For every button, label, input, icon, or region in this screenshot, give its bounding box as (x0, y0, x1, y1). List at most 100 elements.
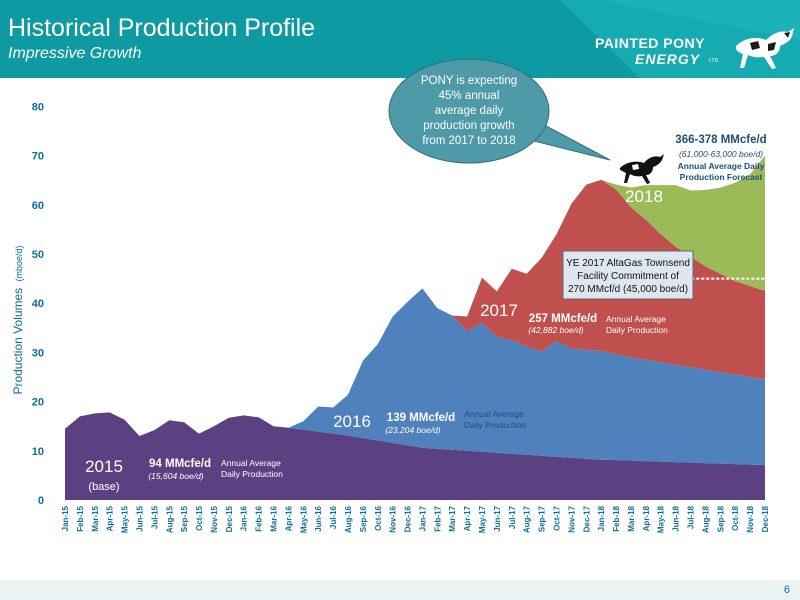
x-tick-label: Sep-16 (359, 505, 368, 532)
page-subtitle: Impressive Growth (8, 45, 142, 62)
x-tick-label: Mar-18 (627, 505, 636, 531)
label-2016-desc2: Daily Production (464, 420, 526, 430)
label-2018-desc2: Production Forecast (680, 172, 763, 182)
logo-ltd: LTD (709, 58, 719, 64)
label-2015: 2015 (85, 457, 123, 476)
header-decoration (560, 0, 800, 78)
y-tick-label: 10 (32, 446, 44, 458)
x-tick-label: Apr-18 (642, 505, 651, 531)
x-tick-label: Feb-17 (433, 505, 442, 531)
x-tick-label: Sep-18 (716, 505, 725, 532)
small-horse-icon (619, 154, 664, 184)
x-tick-label: Mar-15 (91, 505, 100, 531)
callout-line-3: average daily (435, 105, 504, 117)
x-tick-label: Dec-18 (761, 505, 770, 532)
x-tick-label: May-16 (299, 505, 308, 533)
x-tick-label: Sep-15 (180, 505, 189, 532)
label-2016-value: 139 MMcfe/d (387, 412, 455, 424)
logo-text-line2: ENERGY (635, 51, 701, 67)
page-title: Historical Production Profile (8, 14, 316, 42)
label-2015-boe: (15,604 boe/d) (148, 471, 203, 481)
area-series-2015 (65, 412, 765, 500)
y-tick-label: 60 (32, 200, 44, 212)
x-tick-label: Jan-18 (597, 505, 606, 531)
label-2018-desc1: Annual Average Daily (678, 161, 765, 171)
label-2015-value: 94 MMcfe/d (149, 458, 211, 470)
x-tick-label: Nov-16 (389, 505, 398, 532)
y-axis-ticks: 0 10 20 30 40 50 60 70 80 (32, 101, 44, 507)
label-2017-desc2: Daily Production (606, 325, 668, 335)
horse-logo-icon (735, 28, 794, 69)
x-tick-label: Oct-15 (195, 505, 204, 530)
facility-line-3: 270 MMcf/d (45,000 boe/d) (568, 284, 688, 295)
y-tick-label: 20 (32, 397, 44, 409)
label-2018-value: 366-378 MMcfe/d (675, 134, 766, 146)
x-tick-label: Jun-16 (314, 505, 323, 531)
x-tick-label: May-17 (478, 505, 487, 533)
label-2016-desc1: Annual Average (464, 409, 524, 419)
y-tick-label: 70 (32, 151, 44, 163)
y-tick-label: 50 (32, 249, 44, 261)
x-tick-label: Jun-18 (672, 505, 681, 531)
label-2018: 2018 (625, 187, 663, 206)
callout-line-1: PONY is expecting (421, 75, 517, 87)
x-tick-label: May-15 (121, 505, 130, 533)
y-tick-label: 40 (32, 298, 44, 310)
y-tick-label: 0 (38, 495, 44, 507)
x-tick-label: Jan-16 (240, 505, 249, 531)
annotation-2018: 366-378 MMcfe/d (61,000-63,000 boe/d) An… (675, 134, 766, 182)
x-tick-label: Sep-17 (538, 505, 547, 532)
label-2017-boe: (42,882 boe/d) (528, 325, 583, 335)
x-tick-label: Nov-15 (210, 505, 219, 532)
callout-line-5: from 2017 to 2018 (422, 135, 515, 147)
label-2015-desc2: Daily Production (221, 469, 283, 479)
x-tick-label: Jun-17 (493, 505, 502, 531)
x-tick-label: Feb-16 (255, 505, 264, 531)
x-tick-label: Jan-17 (418, 505, 427, 531)
x-tick-label: Aug-17 (523, 505, 532, 533)
x-tick-label: Jun-15 (136, 505, 145, 531)
x-tick-label: May-18 (657, 505, 666, 533)
x-tick-label: Jul-18 (687, 505, 696, 529)
x-tick-label: Jul-15 (150, 505, 159, 529)
header-bar: Historical Production Profile Impressive… (0, 0, 800, 78)
label-2016-boe: (23,204 boe/d) (385, 425, 440, 435)
x-tick-label: Dec-17 (582, 505, 591, 532)
x-tick-label: Jul-17 (508, 505, 517, 529)
label-2017-desc1: Annual Average (606, 314, 666, 324)
x-tick-label: Jan-15 (61, 505, 70, 531)
x-tick-label: Apr-15 (106, 505, 115, 531)
callout-line-2: 45% annual (439, 90, 500, 102)
callout-text: PONY is expecting 45% annual average dai… (421, 75, 517, 147)
x-tick-label: Oct-18 (731, 505, 740, 530)
x-tick-label: Feb-15 (76, 505, 85, 531)
y-axis-label: Production Volumes (mboe/d) (11, 245, 25, 394)
footer-bar (0, 580, 800, 600)
x-axis-ticks: Jan-15 Feb-15 Mar-15 Apr-15 May-15 Jun-15 Jul-… (61, 505, 770, 533)
area-series-2016 (65, 288, 765, 466)
x-tick-label: Jul-16 (329, 505, 338, 529)
page-number: 6 (783, 584, 790, 596)
x-tick-label: Oct-17 (553, 505, 562, 530)
x-tick-label: Feb-18 (612, 505, 621, 531)
facility-line-1: YE 2017 AltaGas Townsend (566, 258, 690, 269)
y-axis-label-unit: (mboe/d) (14, 245, 24, 281)
label-2017-value: 257 MMcfe/d (529, 313, 597, 325)
callout-line-4: production growth (423, 120, 514, 132)
x-tick-label: Aug-18 (701, 505, 710, 533)
x-tick-label: Dec-15 (225, 505, 234, 532)
label-2016: 2016 (333, 412, 371, 431)
logo-text-line1: PAINTED PONY (595, 35, 705, 51)
callout-ellipse (388, 58, 550, 164)
x-tick-label: Dec-16 (404, 505, 413, 532)
y-axis-label-main: Production Volumes (11, 288, 25, 395)
facility-box (562, 250, 694, 300)
x-tick-label: Nov-18 (746, 505, 755, 532)
x-tick-label: Mar-17 (448, 505, 457, 531)
production-chart: 0 10 20 30 40 50 60 70 80 Jan-15 Feb-15 Mar-15 Apr-… (11, 58, 770, 533)
x-tick-label: Nov-17 (567, 505, 576, 532)
label-2017: 2017 (480, 301, 518, 320)
facility-line-2: Facility Commitment of (577, 271, 679, 282)
area-series-2017 (65, 179, 765, 436)
facility-text: YE 2017 AltaGas Townsend Facility Commit… (566, 258, 690, 295)
